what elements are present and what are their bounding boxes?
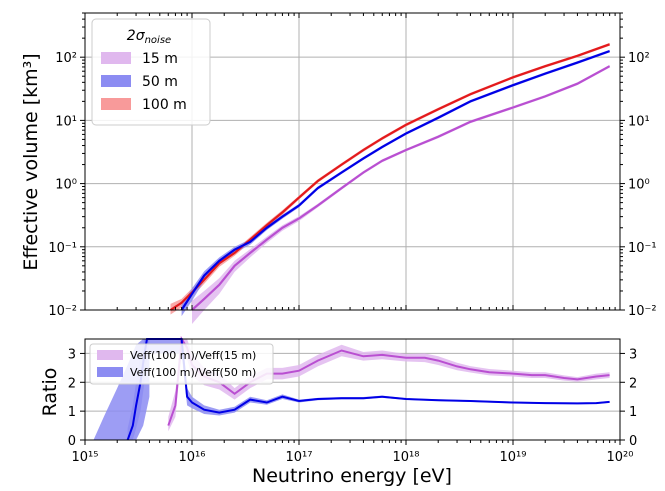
top-y-tick-label-right: 10¹ (628, 114, 650, 129)
top-legend: 2σnoise 15 m 50 m 100 m (91, 18, 211, 126)
top-y-tick-label-left: 10⁰ (55, 178, 77, 193)
top-y-axis-label-text: Effective volume [km³] (20, 53, 42, 270)
top-y-tick-label-right: 10⁰ (628, 178, 650, 193)
top-legend-label-50m: 50 m (142, 74, 178, 90)
bottom-x-tick-label: 10¹⁷ (286, 450, 313, 465)
bottom-legend-swatch-ratio50 (97, 367, 123, 377)
bottom-y-tick-label-left: 0 (68, 434, 76, 449)
bottom-plot-frame (84, 338, 621, 441)
bottom-y-tick-label-right: 2 (629, 376, 637, 391)
bottom-x-tick-label: 10¹⁸ (393, 450, 420, 465)
bottom-y-tick-label-right: 3 (629, 347, 637, 362)
top-y-tick-label-left: 10⁻² (48, 304, 77, 319)
top-lines (169, 43, 611, 311)
bottom-band-ratio15 (168, 339, 610, 432)
top-legend-swatch-50m (101, 75, 131, 87)
bottom-y-axis-label: Ratio (39, 368, 61, 417)
bottom-y-tick-label-right: 1 (629, 405, 637, 420)
top-y-tick-label-left: 10¹ (55, 114, 77, 129)
top-y-tick-label-right: 10² (628, 51, 650, 66)
bottom-y-tick-label-left: 2 (68, 376, 76, 391)
bottom-x-axis-label: Neutrino energy [eV] (252, 465, 452, 487)
top-legend-swatch-15m (101, 52, 131, 64)
bottom-x-tick-label: 10²⁰ (607, 450, 634, 465)
bottom-legend-label-ratio50: Veff(100 m)/Veff(50 m) (130, 366, 256, 379)
top-y-tick-label-left: 10⁻¹ (48, 241, 77, 256)
bottom-x-tick-label: 10¹⁵ (72, 450, 99, 465)
bottom-y-tick-label-left: 1 (68, 405, 76, 420)
bottom-y-axis-label-text: Ratio (39, 368, 61, 417)
top-panel: 10⁻² 10⁻² 10⁻¹ 10⁻¹ 10⁰ 10⁰ 10¹ 10¹ 10² 10² Effec… (20, 12, 657, 325)
top-y-axis-label: Effective volume [km³] (20, 53, 42, 270)
bottom-legend: Veff(100 m)/Veff(15 m) Veff(100 m)/Veff(… (89, 343, 274, 385)
bottom-x-tick-label: 10¹⁶ (179, 450, 206, 465)
top-line-50m (180, 50, 610, 311)
bottom-legend-box (89, 343, 274, 385)
bottom-y-tick-label-right: 0 (629, 434, 637, 449)
bottom-x-tick-label: 10¹⁹ (500, 450, 527, 465)
top-line-15m (191, 65, 611, 311)
bottom-legend-label-ratio15: Veff(100 m)/Veff(15 m) (130, 349, 256, 362)
top-legend-label-15m: 15 m (142, 51, 178, 67)
top-y-tick-label-right: 10⁻² (628, 304, 657, 319)
top-y-tick-label-right: 10⁻¹ (628, 241, 657, 256)
top-legend-label-100m: 100 m (142, 97, 187, 113)
top-ticks: 10⁻² 10⁻² 10⁻¹ 10⁻¹ 10⁰ 10⁰ 10¹ 10¹ 10² 10² (48, 12, 657, 319)
top-legend-swatch-100m (101, 98, 131, 110)
bottom-legend-swatch-ratio15 (97, 350, 123, 360)
top-plot-frame (84, 12, 621, 311)
top-y-tick-label-left: 10² (55, 51, 77, 66)
top-line-100m (169, 43, 610, 311)
bottom-y-tick-label-left: 3 (68, 347, 76, 362)
